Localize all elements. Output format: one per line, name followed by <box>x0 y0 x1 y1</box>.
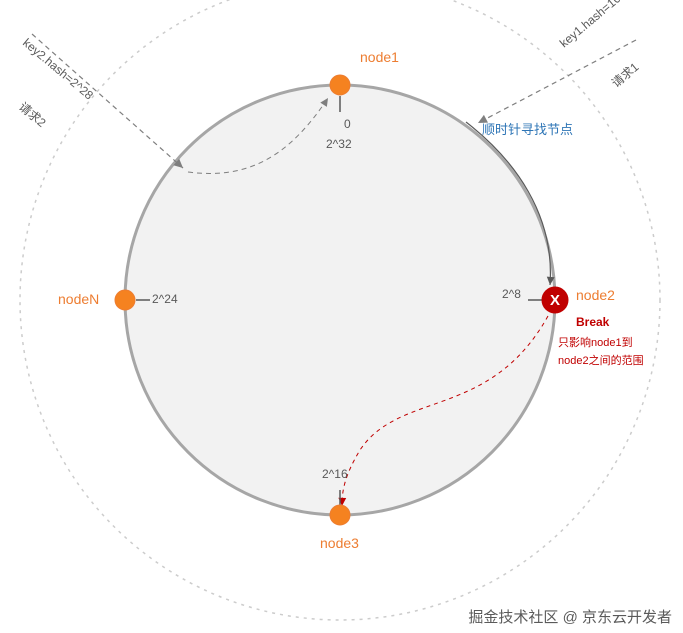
tick-label-left: 2^24 <box>152 292 178 306</box>
node-bottom <box>330 505 350 525</box>
tick-label-bottom: 2^16 <box>322 467 348 481</box>
watermark: 掘金技术社区 @ 京东云开发者 <box>468 609 672 626</box>
node-label-bottom: node3 <box>320 535 359 551</box>
tick-label-right: 2^8 <box>502 287 521 301</box>
break-note-2: node2之间的范围 <box>558 353 644 367</box>
break-note-1: 只影响node1到 <box>558 336 633 349</box>
node-left <box>115 290 135 310</box>
break-x-icon: X <box>550 292 560 309</box>
tick-label-top: 0 <box>344 117 351 131</box>
node-label-right: node2 <box>576 287 615 303</box>
node-label-top: node1 <box>360 49 399 65</box>
break-label: Break <box>576 315 610 329</box>
tick-label2-top: 2^32 <box>326 137 352 151</box>
node-top <box>330 75 350 95</box>
node-label-left: nodeN <box>58 291 99 307</box>
search-clockwise-label: 顺时针寻找节点 <box>482 122 573 137</box>
